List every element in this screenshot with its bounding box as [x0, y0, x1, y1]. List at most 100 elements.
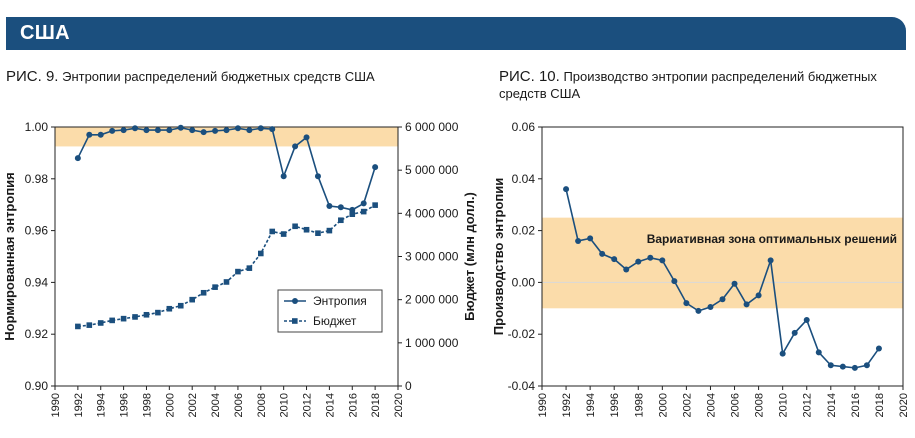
c2-x-tick-label: 2012: [802, 393, 814, 417]
c1-y-tick-label: 0.98: [25, 172, 49, 186]
c2-series-0-point: [827, 362, 834, 369]
c2-series-0-point: [599, 250, 606, 257]
c2-series-0-point: [743, 301, 750, 308]
c1-series-1-point: [177, 302, 184, 309]
c1-series-0-point: [212, 127, 219, 134]
c1-series-1-point: [235, 268, 241, 275]
c1-series-0-point: [154, 127, 161, 134]
c1-series-0-point: [257, 125, 264, 132]
c1-x-tick-label: 2014: [324, 393, 336, 417]
c1-x-tick-label: 2018: [370, 393, 382, 417]
c2-x-tick-label: 2000: [657, 393, 669, 417]
c1-series-1-point: [292, 223, 298, 230]
c2-band-label: Вариативная зона оптимальных решений: [647, 232, 897, 246]
figure-9-caption: РИС. 9. Энтропии распределений бюджетных…: [6, 68, 406, 85]
c1-legend-marker: [292, 318, 298, 324]
c1-series-1-point: [75, 323, 81, 330]
c2-series-0-point: [563, 186, 570, 193]
c2-series-0-point: [803, 316, 810, 323]
c2-series-0-point: [719, 296, 726, 303]
c1-x-tick-label: 1996: [119, 393, 131, 417]
c1-y2-axis-title: Бюджет (млн долл.): [462, 192, 477, 321]
c1-series-1-point: [315, 230, 321, 236]
c2-x-tick-label: 2016: [850, 393, 862, 417]
c1-series-1-point: [109, 317, 115, 324]
figure-10-label: РИС. 10.: [499, 68, 560, 85]
c1-x-tick-label: 1992: [73, 393, 85, 417]
c1-series-0-point: [223, 127, 230, 134]
banner-title: США: [20, 22, 70, 44]
c1-legend-label: Бюджет: [313, 314, 357, 328]
c1-series-0-point: [349, 206, 356, 213]
c1-series-1-point: [189, 296, 195, 303]
c2-series-0-point: [875, 345, 882, 352]
c2-x-tick-label: 2018: [874, 393, 886, 417]
c1-series-1-point: [338, 217, 344, 224]
c1-series-0-point: [120, 127, 127, 134]
c1-series-0-point: [132, 125, 139, 132]
c2-plot-frame: [541, 126, 904, 387]
c1-series-1-point: [166, 305, 173, 312]
c2-y-tick-label: -0.02: [508, 327, 536, 341]
c2-optimal-band: [542, 217, 903, 309]
c1-series-1-point: [120, 315, 127, 322]
c2-x-tick-label: 2002: [681, 393, 693, 417]
c1-series-0-point: [337, 204, 344, 211]
c1-series-0-point: [314, 173, 321, 180]
c1-series-1-point: [372, 202, 378, 208]
c1-legend-marker: [292, 298, 298, 304]
c2-x-tick-label: 2004: [705, 393, 717, 417]
c2-x-tick-label: 1998: [633, 393, 645, 417]
c2-series-0-point: [755, 292, 762, 299]
c2-series-0-point: [635, 258, 642, 265]
c2-series-0-point: [623, 266, 630, 273]
country-banner: США: [6, 17, 906, 50]
c2-series-0-point: [707, 304, 714, 311]
c1-series-0-point: [109, 127, 116, 134]
c1-series-0-point: [97, 131, 104, 138]
c2-series-0-point: [731, 280, 738, 287]
c1-x-tick-label: 1994: [96, 393, 108, 417]
c2-y-tick-label: 0.00: [512, 275, 536, 289]
c1-x-tick-label: 2016: [347, 393, 359, 417]
c2-y-tick-label: 0.04: [512, 172, 536, 186]
c1-x-tick-label: 2006: [233, 393, 245, 417]
c1-series-1-point: [86, 322, 93, 328]
c1-x-tick-label: 2004: [210, 393, 222, 417]
c1-series-1-point: [200, 289, 207, 296]
c1-x-tick-label: 2020: [393, 393, 405, 417]
c1-series-1-point: [280, 231, 287, 237]
c2-series-0-point: [683, 300, 690, 307]
c1-series-1-point: [269, 228, 276, 235]
c1-series-0-point: [74, 155, 81, 162]
c1-y2-tick-label: 6 000 000: [405, 120, 459, 134]
c2-x-tick-label: 1992: [561, 393, 573, 417]
c1-plot-frame: [54, 126, 399, 387]
c1-y-axis-title: Нормированная энтропия: [2, 172, 17, 340]
c2-y-tick-label: 0.02: [512, 224, 536, 238]
c2-series-0-point: [851, 364, 858, 371]
c1-x-tick-label: 2012: [302, 393, 314, 417]
c1-series-1-point: [326, 227, 333, 234]
c1-series-0-point: [189, 127, 196, 134]
figure-9-caption-text: Энтропии распределений бюджетных средств…: [62, 69, 375, 84]
c1-series-0-point: [234, 125, 241, 132]
c1-x-tick-label: 2000: [164, 393, 176, 417]
c1-series-0-point: [360, 200, 367, 207]
c2-y-tick-label: -0.04: [508, 379, 536, 393]
c1-series-1-point: [258, 250, 264, 257]
c1-y-tick-label: 0.92: [25, 327, 49, 341]
c1-series-1-point: [349, 211, 356, 217]
c2-series-0-point: [863, 362, 870, 369]
c2-x-tick-label: 2008: [754, 393, 766, 417]
c1-y2-tick-label: 3 000 000: [405, 250, 459, 264]
c2-x-tick-label: 1994: [585, 393, 597, 417]
c2-series-0-point: [839, 363, 846, 370]
figure-10-caption-text: Производство энтропии распределений бюдж…: [499, 69, 877, 101]
c1-y-tick-label: 1.00: [25, 120, 49, 134]
c1-series-0-point: [143, 127, 150, 134]
c1-x-tick-label: 2008: [256, 393, 268, 417]
c1-series-1-point: [303, 226, 310, 233]
c1-series-0-point: [246, 127, 253, 134]
c2-series-0-point: [671, 278, 678, 285]
